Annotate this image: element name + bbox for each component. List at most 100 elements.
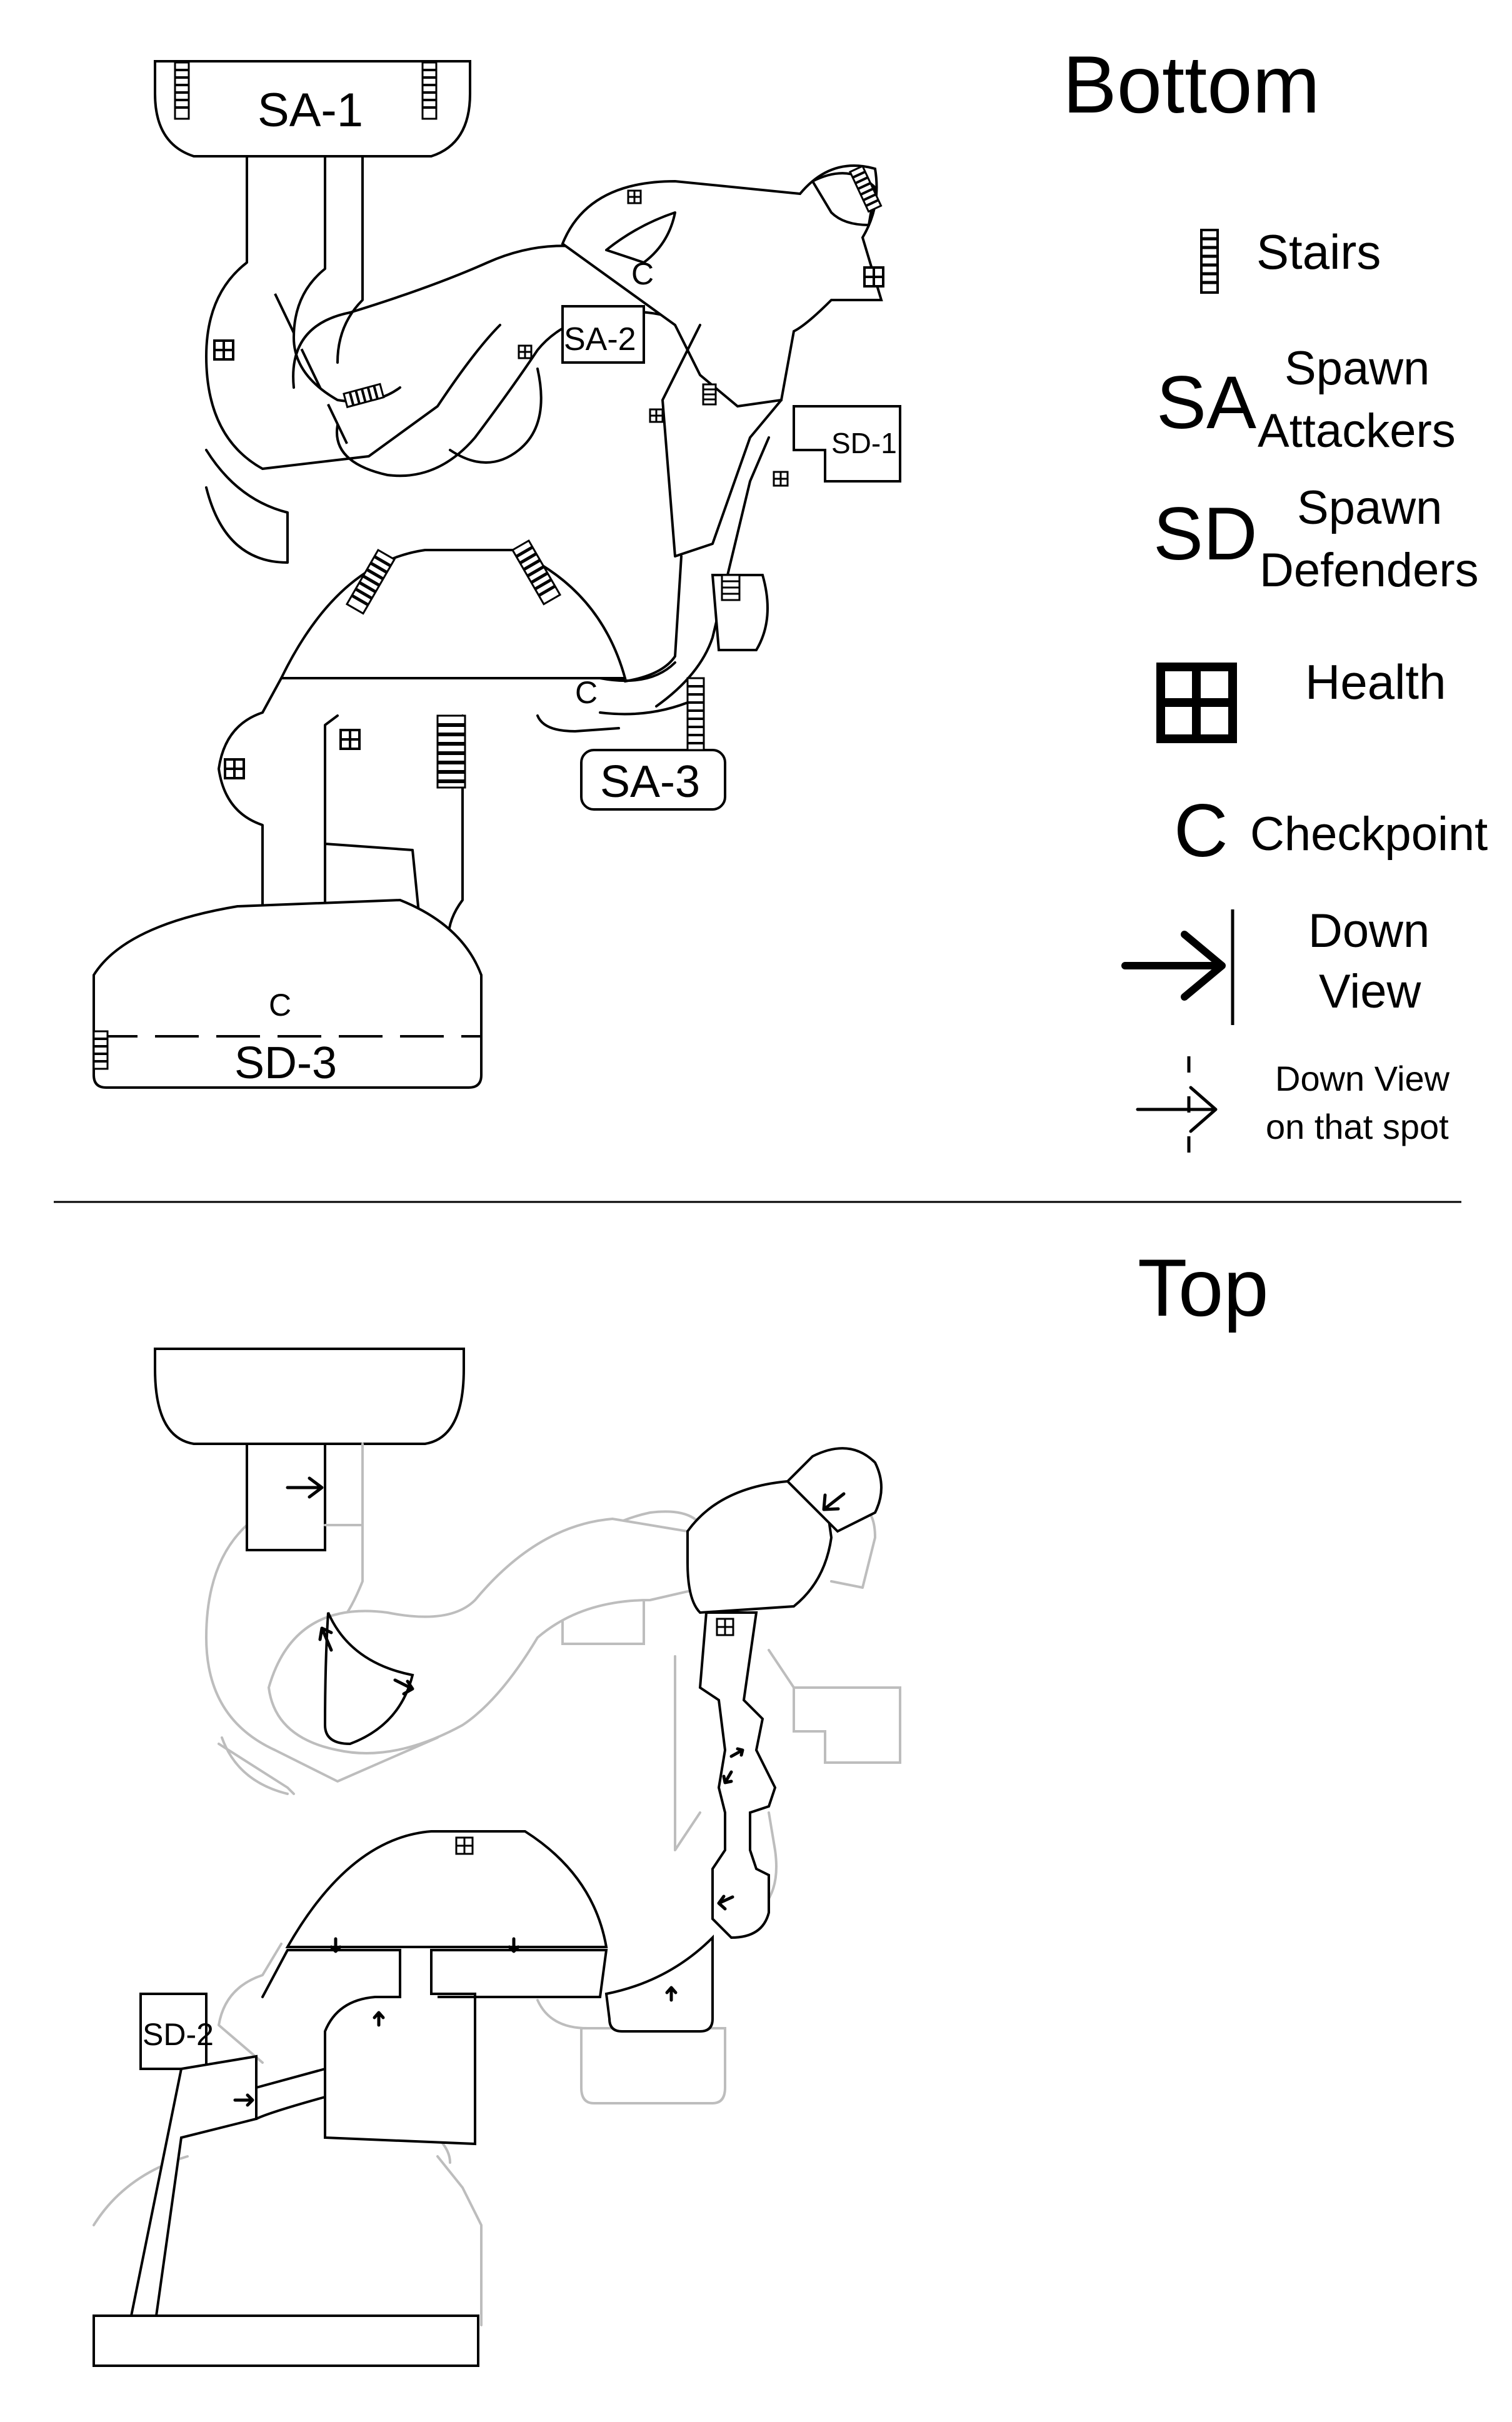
bottom-map: SA-1 SA-2 SD-1 SA-3 SD-3 C C C <box>93 60 901 1089</box>
spawn-label-sd-3: SD-3 <box>234 1038 337 1088</box>
down-view-spot-arrow-icon <box>393 1678 414 1696</box>
legend-health-label: Health <box>1305 654 1446 709</box>
down-view-spot-arrow-icon <box>729 1747 744 1758</box>
stairs-icon <box>686 677 705 751</box>
corridor-sa-3-lip <box>536 714 620 733</box>
room-hub-ne <box>561 164 883 408</box>
spawn-label-sd-2: SD-2 <box>143 2017 214 2052</box>
spawn-label-sd-1: SD-1 <box>831 427 897 459</box>
down-view-arrow-icon <box>822 1492 846 1511</box>
health-icon <box>1156 663 1237 743</box>
upper-ramp-connector <box>255 2068 326 2120</box>
room-dome <box>279 549 627 679</box>
stairs-icon <box>343 383 385 409</box>
spawn-label-sa-1: SA-1 <box>258 84 363 137</box>
upper-chain-right <box>698 1611 777 1939</box>
legend-sd-line2: Defenders <box>1259 544 1479 597</box>
upper-room-dome <box>285 1830 608 1948</box>
underlay-outline <box>93 1505 901 2326</box>
upper-landing-west-lip <box>261 1949 289 1998</box>
legend-down-spot-line1: Down View <box>1275 1059 1450 1098</box>
down-view-arrow-icon <box>1121 909 1234 1025</box>
loop-central-c <box>449 368 543 464</box>
spawn-label-sa-3: SA-3 <box>600 757 700 807</box>
top-map: SD-2 <box>93 1348 901 2367</box>
room-sd-2 <box>139 1993 208 2070</box>
health-icon <box>716 1618 734 1636</box>
corridor-sa-1-mid <box>336 155 364 364</box>
corridor-diagonal <box>661 324 783 558</box>
legend-stairs-label: Stairs <box>1256 224 1381 279</box>
upper-room-nw <box>154 1348 465 1445</box>
corridor-diagonal-c <box>655 436 770 708</box>
stairs-icon <box>721 574 741 601</box>
health-icon <box>649 408 664 423</box>
corridor-west-inner <box>324 714 420 914</box>
down-view-spot-arrow-icon <box>233 2093 254 2107</box>
loop-dash <box>274 293 351 451</box>
health-icon <box>863 266 884 288</box>
upper-balcony-ne <box>786 1447 883 1533</box>
legend: Stairs SA Spawn Attackers SD Spawn Defen… <box>1121 224 1488 1172</box>
corridor-sa-1 <box>205 155 501 470</box>
stairs-icon <box>849 164 883 213</box>
health-icon <box>213 339 234 361</box>
legend-checkpoint-label: Checkpoint <box>1250 808 1488 861</box>
upper-ramp-west <box>129 2054 258 2317</box>
room-sa-1 <box>154 60 471 158</box>
legend-down-view-line2: View <box>1319 965 1421 1018</box>
down-view-spot-arrow-icon <box>1136 1056 1218 1172</box>
health-icon <box>627 189 642 204</box>
down-view-spot-arrow-icon <box>717 1894 734 1911</box>
legend-checkpoint-abbr: C <box>1174 789 1228 873</box>
legend-sa-line2: Attackers <box>1258 404 1456 458</box>
down-view-arrow-icon <box>286 1476 324 1499</box>
legend-down-spot-line2: on that spot <box>1266 1107 1449 1146</box>
corridor-west <box>218 677 283 933</box>
upper-balcony-se <box>604 1934 714 2033</box>
down-view-spot-arrow-icon <box>373 2011 385 2027</box>
down-view-spot-arrow-icon <box>318 1626 333 1652</box>
down-view-spot-arrow-icon <box>508 1937 520 1953</box>
upper-corridor-nw-ghost <box>324 1443 364 1526</box>
upper-room-ne <box>686 1478 833 1614</box>
hub-ne-inner <box>605 211 676 264</box>
stairs-icon <box>702 383 717 406</box>
checkpoint-marker: C <box>269 988 291 1023</box>
stairs-icon <box>345 548 396 615</box>
health-icon <box>339 729 361 750</box>
health-icon <box>455 1836 474 1855</box>
hub-ne-stair-room <box>811 172 876 226</box>
room-sa-3 <box>580 749 726 811</box>
legend-down-view-line1: Down <box>1308 904 1429 958</box>
down-view-spot-arrow-icon <box>665 1986 678 2002</box>
section-title-bottom: Bottom <box>1063 39 1320 130</box>
down-view-spot-arrow-icon <box>722 1770 733 1784</box>
corridor-to-sa-3 <box>599 661 695 716</box>
stairs-icon <box>421 61 438 120</box>
health-icon <box>224 758 245 779</box>
legend-sd-line1: Spawn <box>1297 481 1442 534</box>
stairs-icon <box>511 539 562 606</box>
upper-ribbon-bridge <box>323 1612 414 1746</box>
stairs-icon <box>174 61 190 120</box>
stairs-icon <box>93 1030 109 1070</box>
corridor-sa-1-loop <box>205 449 289 564</box>
room-sa-2 <box>561 305 645 364</box>
stairs-icon <box>1200 229 1219 294</box>
down-view-spot-arrow-icon <box>329 1937 342 1953</box>
legend-sa-line1: Spawn <box>1284 342 1429 395</box>
upper-landing-west <box>288 1949 608 2146</box>
checkpoint-marker: C <box>631 256 654 291</box>
corridor-diagonal-b <box>624 555 683 683</box>
room-sd-1 <box>793 405 901 483</box>
room-sd-3 <box>93 898 483 1089</box>
upper-corridor-nw <box>246 1443 326 1551</box>
health-icon <box>773 471 789 487</box>
legend-sd-abbr: SD <box>1153 492 1258 576</box>
spawn-label-sa-2: SA-2 <box>564 321 636 358</box>
checkpoint-marker: C <box>575 675 598 710</box>
health-icon <box>518 344 533 359</box>
legend-sa-abbr: SA <box>1156 361 1256 444</box>
